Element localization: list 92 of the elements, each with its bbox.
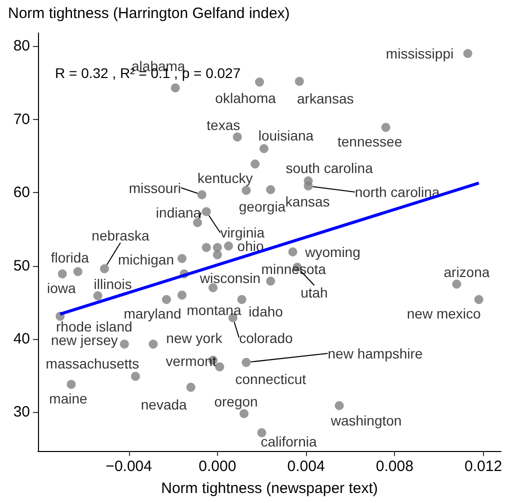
data-label: wisconsin bbox=[198, 270, 261, 286]
point bbox=[120, 340, 129, 349]
point bbox=[242, 186, 251, 195]
y-tick-label: 30 bbox=[13, 404, 30, 421]
data-label: wyoming bbox=[304, 244, 360, 260]
point bbox=[170, 83, 180, 92]
point bbox=[73, 267, 82, 276]
point bbox=[288, 247, 298, 256]
data-label: virginia bbox=[220, 224, 265, 241]
data-label: oklahoma bbox=[215, 90, 276, 106]
point bbox=[240, 409, 249, 418]
data-label: massachusetts bbox=[46, 355, 140, 372]
data-label: montana bbox=[186, 302, 242, 318]
x-tick-label: 0.004 bbox=[287, 458, 325, 475]
data-label: washington bbox=[330, 412, 402, 429]
point bbox=[215, 362, 224, 372]
data-label: california bbox=[260, 434, 317, 450]
point bbox=[208, 283, 218, 292]
point bbox=[66, 380, 76, 389]
point bbox=[334, 401, 344, 410]
data-label: georgia bbox=[238, 198, 286, 214]
x-tick-label: 0.008 bbox=[376, 458, 414, 475]
data-label: iowa bbox=[46, 280, 76, 296]
point bbox=[250, 160, 260, 169]
data-label: minnesota bbox=[261, 261, 326, 278]
data-label: indiana bbox=[156, 204, 202, 221]
point bbox=[58, 269, 67, 278]
point bbox=[178, 290, 186, 300]
point bbox=[452, 280, 462, 289]
data-label: texas bbox=[206, 116, 240, 133]
data-label: louisiana bbox=[258, 128, 314, 144]
point bbox=[294, 76, 304, 86]
point bbox=[266, 185, 276, 194]
data-label: nevada bbox=[140, 396, 188, 412]
point bbox=[237, 294, 246, 304]
data-label: vermont bbox=[166, 353, 216, 370]
point bbox=[100, 264, 109, 274]
data-label: arkansas bbox=[297, 90, 354, 106]
data-label: colorado bbox=[239, 330, 294, 346]
point bbox=[255, 78, 264, 87]
data-label: new mexico bbox=[406, 305, 482, 322]
data-label: south carolina bbox=[286, 160, 374, 176]
data-label: oregon bbox=[214, 394, 258, 410]
data-label: florida bbox=[50, 250, 90, 266]
data-label: idaho bbox=[248, 303, 284, 320]
point bbox=[202, 207, 211, 216]
data-label: maine bbox=[49, 390, 88, 406]
y-tick-label: 40 bbox=[13, 330, 30, 348]
y-axis-title: Norm tightness (Harrington Gelfand index) bbox=[8, 5, 290, 22]
point bbox=[148, 340, 158, 349]
point bbox=[266, 276, 276, 286]
point bbox=[130, 372, 140, 381]
point bbox=[202, 242, 211, 252]
data-label: connecticut bbox=[235, 370, 306, 387]
y-tick-label: 80 bbox=[13, 38, 30, 55]
point bbox=[463, 49, 472, 58]
point bbox=[474, 294, 484, 304]
data-label: michigan bbox=[118, 251, 174, 268]
point bbox=[178, 254, 186, 263]
point bbox=[212, 242, 222, 252]
point bbox=[93, 291, 102, 300]
x-tick-label: −0.004 bbox=[106, 458, 152, 475]
data-label: mississippi bbox=[386, 45, 454, 62]
data-label: new york bbox=[166, 330, 224, 346]
data-label: kansas bbox=[285, 194, 330, 210]
x-tick-label: 0.000 bbox=[198, 458, 236, 475]
point bbox=[224, 242, 234, 251]
point bbox=[193, 218, 202, 228]
y-tick-label: 70 bbox=[13, 110, 30, 128]
data-label: illinois bbox=[94, 276, 132, 292]
y-tick-label: 60 bbox=[13, 184, 30, 202]
data-label: missouri bbox=[128, 180, 181, 196]
point bbox=[381, 122, 390, 132]
x-tick-label: 0.012 bbox=[464, 458, 502, 475]
data-label: utah bbox=[300, 284, 328, 300]
data-label: tennessee bbox=[338, 133, 402, 150]
point bbox=[257, 428, 266, 438]
data-label: new hampshire bbox=[328, 345, 423, 362]
data-label: kentucky bbox=[197, 170, 253, 186]
point bbox=[186, 382, 196, 392]
point bbox=[212, 250, 222, 260]
point bbox=[232, 132, 242, 142]
point bbox=[304, 182, 313, 190]
data-label: new jersey bbox=[50, 332, 118, 348]
x-axis-title: Norm tightness (newspaper text) bbox=[161, 480, 378, 497]
data-label: nebraska bbox=[92, 228, 150, 244]
point bbox=[259, 144, 268, 154]
point bbox=[162, 294, 171, 304]
point bbox=[197, 190, 206, 200]
data-label: arizona bbox=[444, 264, 490, 280]
point bbox=[242, 358, 251, 367]
y-tick-label: 50 bbox=[13, 257, 30, 274]
